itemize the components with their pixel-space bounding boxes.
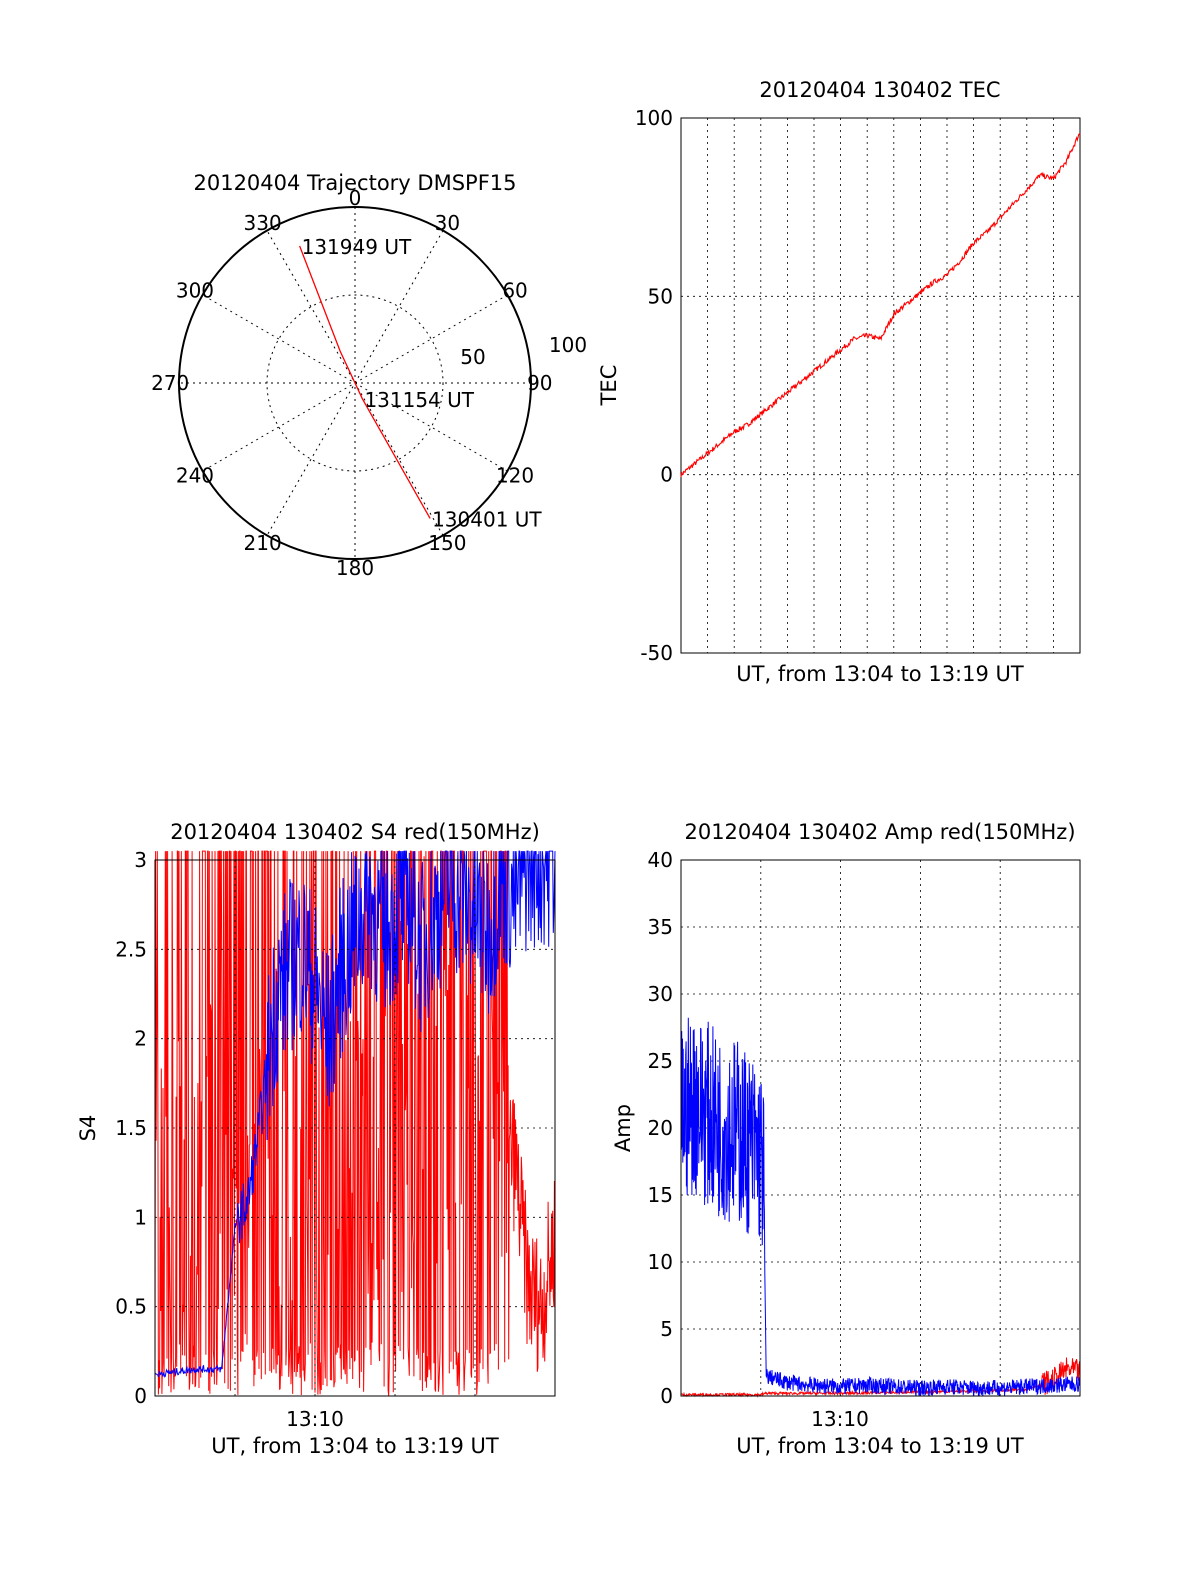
polar-radius-tick-100: 100 xyxy=(549,333,587,357)
amp-y-tick: 0 xyxy=(660,1384,673,1408)
s4-y-tick: 1.5 xyxy=(115,1116,147,1140)
amp-y-tick: 30 xyxy=(648,982,673,1006)
tec-title: 20120404 130402 TEC xyxy=(759,78,1000,102)
amp-y-tick: 10 xyxy=(648,1250,673,1274)
tec-x-label: UT, from 13:04 to 13:19 UT xyxy=(736,662,1024,686)
s4-x-label: UT, from 13:04 to 13:19 UT xyxy=(211,1434,499,1458)
amp-plot-frame xyxy=(680,859,1081,1397)
polar-angle-tick-90: 90 xyxy=(527,371,552,395)
s4-series xyxy=(154,850,556,1396)
trajectory-label-mid: 131154 UT xyxy=(364,388,474,412)
s4-plot-frame xyxy=(154,859,556,1397)
polar-angle-tick-270: 270 xyxy=(151,371,189,395)
tec-grid xyxy=(681,118,1080,653)
s4-y-tick: 0 xyxy=(134,1384,147,1408)
amp-y-tick: 5 xyxy=(660,1317,673,1341)
polar-angle-tick-210: 210 xyxy=(244,531,282,555)
polar-angle-tick-330: 330 xyxy=(244,211,282,235)
s4-red-line xyxy=(154,850,556,1396)
tec-y-tick: 0 xyxy=(660,463,673,487)
amp-y-tick: 25 xyxy=(648,1049,673,1073)
tec-line xyxy=(680,132,1081,478)
amp-series xyxy=(680,1017,1081,1398)
s4-x-tick-1310: 13:10 xyxy=(286,1407,344,1431)
amp-y-label: Amp xyxy=(611,1104,635,1152)
trajectory-label-end: 131949 UT xyxy=(302,235,412,259)
amp-title: 20120404 130402 Amp red(150MHz) xyxy=(684,820,1075,844)
trajectory-label-start: 130401 UT xyxy=(432,507,542,531)
polar-angle-tick-30: 30 xyxy=(435,211,460,235)
trajectory-line xyxy=(299,245,431,519)
s4-y-tick: 2.5 xyxy=(115,937,147,961)
s4-title: 20120404 130402 S4 red(150MHz) xyxy=(170,820,540,844)
polar-angle-tick-240: 240 xyxy=(176,463,214,487)
tec-plot-frame xyxy=(680,117,1081,654)
s4-y-tick-labels: 0 0.5 1 1.5 2 2.5 3 xyxy=(115,848,147,1408)
polar-angle-tick-180: 180 xyxy=(336,556,374,580)
trajectory-panel: 20120404 Trajectory DMSPF15 0 30 60 90 120 15… xyxy=(151,171,587,580)
polar-outer-circle xyxy=(178,206,532,560)
amp-y-tick: 20 xyxy=(648,1116,673,1140)
amp-y-tick: 40 xyxy=(648,848,673,872)
s4-panel: 20120404 130402 S4 red(150MHz) 0 0.5 1 1.5 2… xyxy=(76,820,556,1458)
polar-angle-tick-0: 0 xyxy=(349,186,362,210)
polar-angle-tick-60: 60 xyxy=(502,279,527,303)
amp-y-tick: 35 xyxy=(648,915,673,939)
tec-y-tick: 100 xyxy=(635,106,673,130)
tec-y-tick: 50 xyxy=(648,284,673,308)
polar-angle-tick-150: 150 xyxy=(428,531,466,555)
s4-y-tick: 2 xyxy=(134,1027,147,1051)
s4-y-tick: 0.5 xyxy=(115,1295,147,1319)
tec-y-label: TEC xyxy=(597,365,621,407)
trajectory-series xyxy=(299,245,431,519)
polar-angle-tick-120: 120 xyxy=(496,463,534,487)
trajectory-title: 20120404 Trajectory DMSPF15 xyxy=(193,171,516,195)
polar-angle-labels: 0 30 60 90 120 150 180 210 240 270 300 330 xyxy=(151,186,552,580)
amp-panel: 20120404 130402 Amp red(150MHz) 0 5 10 15 20… xyxy=(611,820,1081,1458)
amp-x-label: UT, from 13:04 to 13:19 UT xyxy=(736,1434,1024,1458)
amp-y-tick-labels: 0 5 10 15 20 25 30 35 40 xyxy=(648,848,673,1408)
tec-y-tick: -50 xyxy=(640,641,673,665)
amp-blue-line xyxy=(680,1017,1081,1397)
s4-blue-line xyxy=(154,850,556,1378)
amp-red-line xyxy=(680,1357,1081,1398)
polar-radius-tick-50: 50 xyxy=(460,345,485,369)
s4-y-tick: 1 xyxy=(134,1205,147,1229)
tec-y-tick-labels: -50 0 50 100 xyxy=(635,106,673,665)
tec-panel: 20120404 130402 TEC -50 0 50 100 TEC UT, fr… xyxy=(597,78,1081,686)
s4-y-tick: 3 xyxy=(134,848,147,872)
s4-grid xyxy=(155,860,555,1396)
tec-series xyxy=(680,132,1081,478)
amp-y-tick: 15 xyxy=(648,1183,673,1207)
polar-angle-tick-300: 300 xyxy=(176,279,214,303)
amp-x-tick-1310: 13:10 xyxy=(811,1407,869,1431)
s4-y-label: S4 xyxy=(76,1115,100,1142)
